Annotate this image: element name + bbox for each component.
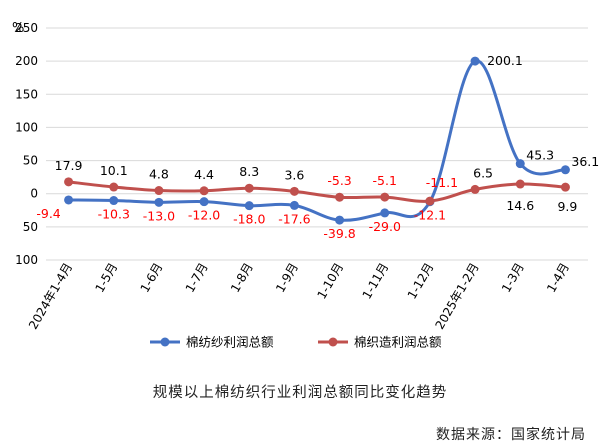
x-tick-label: 1-4月: [544, 261, 572, 295]
data-point: [515, 159, 525, 169]
data-point: [244, 201, 254, 211]
data-label: -5.3: [327, 173, 351, 188]
y-axis-unit: %: [12, 21, 24, 36]
data-label: 3.6: [284, 167, 304, 182]
data-point: [335, 215, 345, 225]
data-label: -29.0: [369, 219, 401, 234]
series-line-1: [67, 180, 567, 203]
data-label: -9.4: [36, 206, 60, 221]
data-point: [289, 200, 299, 210]
y-tick-label: 200: [15, 54, 38, 68]
data-point: [154, 197, 164, 207]
data-point: [470, 56, 480, 66]
data-point: [560, 182, 570, 192]
x-tick-label: 1-11月: [360, 261, 392, 302]
data-labels: -9.4 -10.3 -13.0 -12.0 -18.0 -17.6-39.8 -29.0-…: [36, 53, 599, 241]
data-label: -13.0: [143, 208, 175, 223]
x-tick-label: 1-6月: [138, 261, 166, 295]
data-point: [335, 192, 345, 202]
x-tick-label: 1-9月: [273, 261, 301, 295]
data-point: [109, 196, 119, 206]
data-point: [64, 177, 74, 187]
x-tick-label: 2025年1-2月: [432, 261, 481, 332]
data-label: 200.1: [487, 53, 523, 68]
legend-label: 棉织造利润总额: [354, 335, 442, 350]
x-axis: 2024年1-4月 1-5月 1-6月 1-7月 1-8月 1-9月 1-10月 1-11月 1…: [26, 261, 572, 332]
x-tick-label: 1-7月: [183, 261, 211, 295]
y-tick-label: 0: [30, 187, 38, 201]
data-label: -11.1: [426, 175, 458, 190]
y-tick-label: 100: [15, 120, 38, 134]
data-source: 数据来源：国家统计局: [436, 427, 586, 443]
data-point: [515, 179, 525, 189]
legend-label: 棉纺纱利润总额: [186, 335, 274, 350]
x-tick-label: 1-8月: [228, 261, 256, 295]
data-label: -12.1: [414, 208, 446, 223]
data-point: [425, 196, 435, 206]
y-tick-label: 250: [15, 21, 38, 35]
data-label: -12.0: [188, 208, 220, 223]
data-point: [109, 182, 119, 192]
legend-swatch-marker: [160, 337, 170, 347]
data-point: [64, 195, 74, 205]
data-point: [244, 183, 254, 193]
data-point: [199, 186, 209, 196]
data-point: [560, 165, 570, 175]
data-point: [380, 192, 390, 202]
y-tick-label: 150: [15, 87, 38, 101]
x-tick-label: 1-12月: [405, 261, 437, 302]
series-lines: [67, 59, 567, 222]
data-point: [154, 186, 164, 196]
x-tick-label: 1-5月: [92, 261, 120, 295]
series-markers: [64, 56, 570, 225]
data-label: -17.6: [278, 211, 310, 226]
chart-caption: 规模以上棉纺织行业利润总额同比变化趋势: [152, 385, 448, 401]
data-label: 4.4: [194, 167, 214, 182]
data-label: 14.6: [506, 198, 534, 213]
data-label: 10.1: [100, 163, 128, 178]
data-label: -5.1: [373, 173, 397, 188]
series-line-0: [67, 59, 567, 222]
data-label: 17.9: [55, 158, 83, 173]
data-point: [470, 184, 480, 194]
x-tick-label: 2024年1-4月: [26, 261, 75, 332]
line-chart: 100 50 0 50 100 150 200 250 % 2024年1-4月 1-5月 1-6月…: [12, 21, 599, 350]
data-label: 9.9: [557, 199, 577, 214]
data-label: 8.3: [239, 164, 259, 179]
y-axis: 100 50 0 50 100 150 200 250: [15, 21, 38, 267]
data-point: [380, 208, 390, 218]
data-label: 45.3: [526, 148, 554, 163]
data-label: 4.8: [149, 167, 169, 182]
data-point: [289, 186, 299, 196]
data-label: -39.8: [323, 226, 355, 241]
x-tick-label: 1-3月: [499, 261, 527, 295]
data-label: 36.1: [571, 154, 599, 169]
data-label: -18.0: [233, 212, 265, 227]
data-label: 6.5: [473, 165, 493, 180]
data-point: [199, 197, 209, 207]
data-label: -10.3: [98, 207, 130, 222]
x-tick-label: 1-10月: [314, 261, 346, 302]
legend-swatch-marker: [328, 337, 338, 347]
y-tick-label: 100: [15, 253, 38, 267]
legend: 棉纺纱利润总额 棉织造利润总额: [150, 335, 442, 350]
y-tick-label: 50: [23, 154, 38, 168]
y-tick-label: 50: [23, 220, 38, 234]
